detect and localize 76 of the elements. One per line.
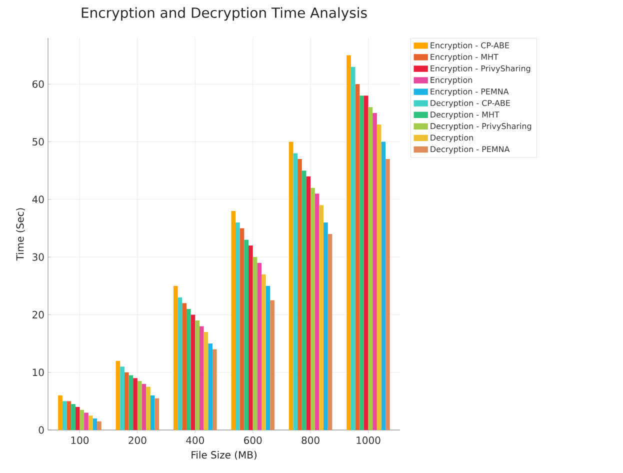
bar [298, 159, 302, 430]
bar [376, 124, 382, 430]
bar [120, 366, 124, 430]
bar [71, 404, 76, 430]
bar [133, 378, 138, 430]
bar [116, 360, 120, 430]
y-tick-label: 40 [32, 196, 44, 204]
bar [199, 326, 204, 430]
x-axis-title: File Size (MB) [192, 450, 256, 460]
bar [360, 96, 364, 430]
bar [75, 406, 80, 430]
bar [195, 320, 200, 430]
bar [248, 246, 253, 430]
bar [142, 384, 146, 430]
bar [186, 308, 191, 430]
bar [88, 416, 93, 430]
bar [324, 222, 328, 430]
bar [92, 418, 98, 430]
bar [62, 401, 67, 430]
bar [293, 153, 298, 430]
y-tick-label: 20 [32, 310, 44, 318]
bar [346, 55, 351, 430]
bar [58, 395, 62, 430]
bar [262, 274, 266, 430]
y-tick-label: 50 [32, 138, 44, 146]
bar [174, 286, 178, 430]
bar [146, 386, 150, 430]
y-tick-label: 0 [38, 426, 44, 434]
chart-title: Encryption and Decryption Time Analysis [82, 7, 367, 21]
bar [252, 257, 258, 430]
bar [124, 372, 129, 430]
bar [204, 332, 208, 430]
bar [364, 96, 368, 430]
bar [80, 410, 84, 430]
bar [208, 344, 212, 430]
bar [355, 84, 360, 430]
bar [257, 262, 262, 430]
x-tick-label: 200 [128, 436, 146, 444]
bar [381, 142, 386, 430]
bar [328, 234, 332, 430]
bar [314, 194, 320, 430]
bar [182, 303, 186, 430]
x-tick-label: 400 [186, 436, 204, 444]
bar [128, 375, 134, 430]
y-tick-label: 30 [32, 253, 44, 261]
y-tick-label: 60 [32, 80, 44, 88]
bar [306, 176, 311, 430]
x-tick-label: 800 [302, 436, 320, 444]
bar [270, 300, 274, 430]
y-tick-label: 10 [32, 368, 44, 376]
bar [302, 170, 306, 430]
bar [84, 412, 88, 430]
y-axis-title: Time (Sec) [16, 208, 25, 261]
bar [150, 395, 155, 430]
bar [288, 142, 294, 430]
bar [154, 398, 160, 430]
bar [97, 421, 102, 430]
bar [310, 188, 315, 430]
x-tick-label: 1000 [356, 436, 380, 444]
bar [372, 112, 377, 430]
bar [350, 66, 356, 430]
bar [236, 222, 240, 430]
x-tick-label: 600 [244, 436, 262, 444]
bar [386, 159, 390, 430]
bar [240, 228, 244, 430]
bar [244, 240, 249, 430]
bar [190, 314, 196, 430]
bar [212, 349, 217, 430]
x-tick-label: 100 [71, 436, 89, 444]
bar [66, 401, 72, 430]
bar [137, 381, 142, 430]
bar [368, 107, 373, 430]
bar [266, 286, 270, 430]
bar [178, 297, 182, 430]
bar [319, 205, 324, 430]
bar [231, 210, 236, 430]
